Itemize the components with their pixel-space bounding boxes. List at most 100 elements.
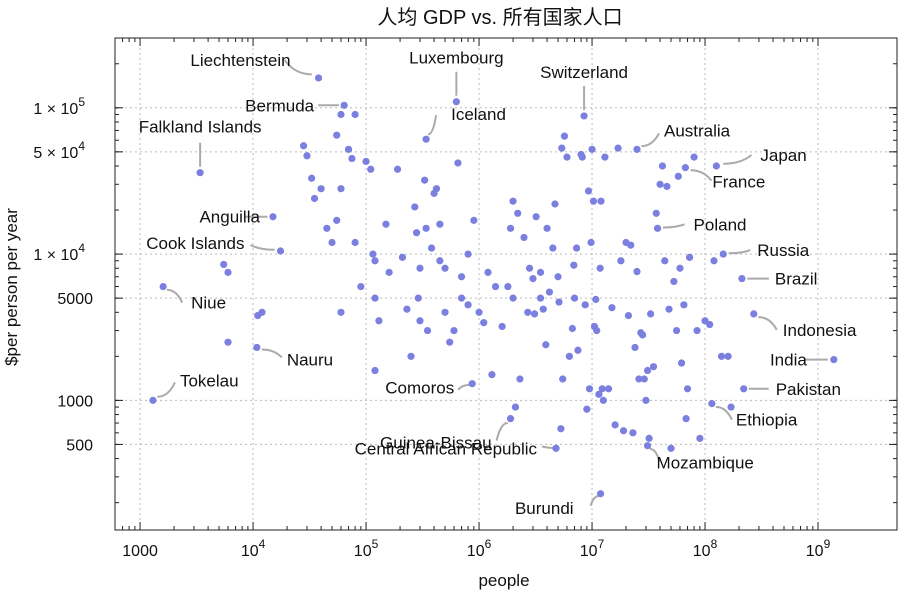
data-point bbox=[693, 326, 701, 335]
x-tick-label: 1000 bbox=[122, 543, 158, 560]
data-point bbox=[717, 352, 726, 360]
data-point bbox=[539, 305, 547, 313]
label-leader bbox=[758, 316, 778, 331]
point-label: Cook Islands bbox=[146, 234, 244, 253]
data-point bbox=[423, 326, 432, 335]
label-leader bbox=[261, 348, 283, 359]
labeled-data-point bbox=[633, 145, 641, 153]
data-point bbox=[645, 434, 653, 442]
point-label: Niue bbox=[191, 294, 226, 313]
data-point bbox=[436, 220, 444, 228]
labeled-data-point bbox=[719, 250, 727, 258]
data-point bbox=[578, 153, 586, 161]
data-point bbox=[683, 385, 692, 393]
data-point bbox=[441, 264, 449, 272]
data-point bbox=[667, 444, 675, 452]
data-point bbox=[516, 375, 524, 383]
point-label: Ethiopia bbox=[736, 411, 798, 430]
data-point bbox=[642, 396, 650, 404]
data-point bbox=[536, 294, 545, 302]
point-label: Comoros bbox=[385, 379, 454, 398]
data-point bbox=[308, 174, 316, 182]
data-point bbox=[597, 197, 605, 205]
labeled-data-point bbox=[750, 310, 758, 318]
label-leader bbox=[283, 59, 312, 76]
data-point bbox=[584, 187, 593, 195]
data-point bbox=[589, 197, 598, 205]
data-point bbox=[403, 305, 411, 313]
data-point bbox=[422, 224, 430, 232]
data-point bbox=[299, 142, 308, 150]
data-point bbox=[375, 317, 383, 325]
data-point bbox=[583, 405, 591, 413]
point-label: Central African Republic bbox=[355, 439, 538, 458]
data-point bbox=[568, 324, 576, 333]
point-label: Mozambique bbox=[657, 454, 754, 473]
labeled-data-point bbox=[314, 74, 323, 82]
data-point bbox=[633, 267, 641, 276]
data-point bbox=[574, 346, 582, 354]
data-point bbox=[337, 110, 345, 119]
data-point bbox=[504, 282, 512, 291]
data-point bbox=[337, 185, 345, 193]
data-point bbox=[588, 145, 596, 153]
data-point bbox=[416, 264, 424, 272]
data-point bbox=[572, 244, 581, 252]
data-point bbox=[446, 338, 454, 346]
data-point bbox=[258, 308, 266, 316]
data-point bbox=[328, 238, 336, 247]
data-point bbox=[656, 180, 664, 188]
data-point bbox=[514, 209, 522, 217]
labeled-data-point bbox=[196, 169, 204, 177]
label-leader bbox=[495, 422, 508, 441]
label-leader bbox=[715, 405, 733, 421]
data-point bbox=[520, 233, 528, 242]
labeled-data-point bbox=[643, 442, 652, 450]
data-point bbox=[661, 257, 669, 265]
point-label: Liechtenstein bbox=[190, 51, 290, 70]
data-point bbox=[411, 203, 419, 211]
data-point bbox=[323, 224, 331, 232]
plot-frame bbox=[114, 37, 898, 531]
data-point bbox=[524, 308, 532, 316]
data-point bbox=[545, 288, 554, 296]
data-point bbox=[543, 224, 551, 232]
data-point bbox=[532, 213, 540, 221]
data-point bbox=[570, 261, 578, 269]
data-point bbox=[565, 352, 573, 360]
x-tick-label: 109 bbox=[806, 537, 831, 560]
x-tick-label: 107 bbox=[580, 537, 605, 560]
labeled-data-point bbox=[708, 400, 716, 408]
data-point bbox=[554, 273, 562, 281]
data-point bbox=[690, 153, 698, 161]
data-point bbox=[416, 317, 424, 325]
data-point bbox=[627, 241, 635, 249]
data-point bbox=[509, 294, 517, 302]
data-point bbox=[595, 390, 603, 398]
data-point bbox=[362, 157, 370, 166]
data-point bbox=[369, 250, 377, 258]
x-tick-label: 106 bbox=[467, 537, 492, 560]
labeled-data-point bbox=[422, 135, 430, 143]
data-point bbox=[367, 165, 375, 173]
labeled-data-point bbox=[506, 415, 515, 423]
labeled-data-point bbox=[653, 224, 662, 232]
point-label: Burundi bbox=[515, 499, 574, 518]
labeled-data-point bbox=[596, 490, 605, 498]
data-point bbox=[710, 257, 718, 265]
point-label: Pakistan bbox=[776, 380, 841, 399]
label-leader bbox=[589, 495, 599, 507]
data-point bbox=[599, 396, 607, 404]
labeled-data-point bbox=[830, 355, 838, 364]
y-tick-label: 5 × 104 bbox=[33, 139, 85, 162]
data-point bbox=[680, 301, 688, 309]
data-point bbox=[457, 273, 466, 281]
data-point bbox=[436, 257, 444, 265]
data-point bbox=[563, 153, 571, 161]
x-tick-label: 104 bbox=[241, 537, 266, 560]
data-point bbox=[480, 319, 488, 327]
data-point bbox=[596, 264, 604, 272]
data-point bbox=[672, 326, 681, 335]
data-point bbox=[706, 320, 714, 329]
